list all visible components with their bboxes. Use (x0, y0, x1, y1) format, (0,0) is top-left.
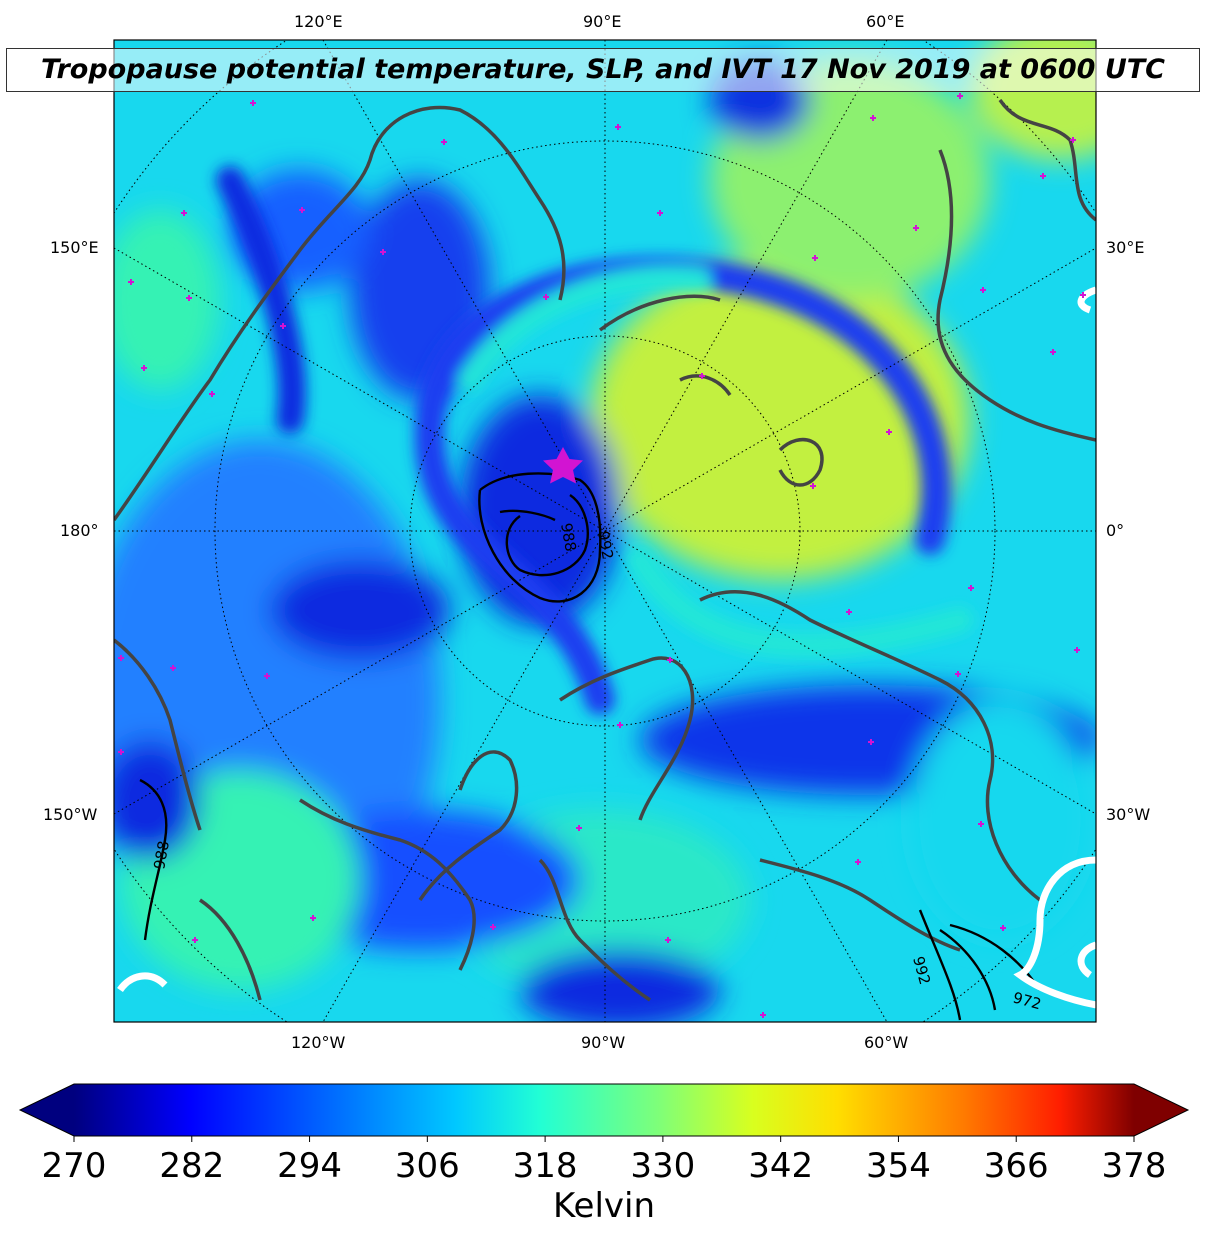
lon-label-left: 180° (60, 521, 99, 540)
lon-label-right: 0° (1106, 521, 1125, 540)
map-frame (113, 39, 1097, 1023)
colorbar-extend-high (1134, 1084, 1188, 1136)
lon-label-left: 150°W (43, 805, 98, 824)
colorbar-bar (74, 1084, 1134, 1136)
ivt-contours (117, 286, 1096, 1009)
graticule (114, 40, 1096, 1022)
lon-label-bottom: 120°W (291, 1033, 346, 1052)
lon-label-right: 30°E (1106, 238, 1145, 257)
colorbar-tick-label: 294 (277, 1146, 342, 1186)
colorbar-tick-label: 342 (748, 1146, 814, 1186)
colorbar-tickmarks (73, 1136, 1135, 1142)
colorbar-tick-label: 354 (865, 1146, 931, 1186)
colorbar (18, 1083, 1190, 1142)
colorbar-tick-label: 366 (983, 1146, 1049, 1186)
colorbar-extend-low (20, 1084, 74, 1136)
slp-label: 992 (594, 530, 617, 561)
colorbar-tick-label: 318 (512, 1146, 578, 1186)
slp-label: 988 (150, 839, 173, 870)
lon-label-bottom: 60°W (864, 1033, 909, 1052)
star-icon (543, 447, 583, 484)
slp-labels: 992 988 992 972 988 (150, 522, 1043, 1014)
coastlines (114, 98, 1096, 1002)
station-markers (118, 93, 1086, 1018)
lon-label-left: 150°E (50, 238, 99, 257)
map-title: Tropopause potential temperature, SLP, a… (6, 48, 1200, 92)
slp-contours (139, 472, 1041, 1021)
colorbar-tick-label: 270 (41, 1146, 107, 1186)
colorbar-tick-label: 330 (630, 1146, 696, 1186)
lon-label-bottom: 90°W (581, 1033, 626, 1052)
colorbar-label: Kelvin (552, 1186, 656, 1226)
slp-label: 988 (557, 522, 580, 553)
lon-label-top: 60°E (866, 12, 905, 31)
colorbar-tick-label: 282 (159, 1146, 225, 1186)
colorbar-tick-label: 378 (1101, 1146, 1167, 1186)
map-panel: 992 988 992 972 988 (114, 40, 1096, 1022)
colorbar-tick-label: 306 (394, 1146, 460, 1186)
lon-label-top: 120°E (294, 12, 343, 31)
lon-label-right: 30°W (1106, 805, 1151, 824)
lon-label-top: 90°E (583, 12, 622, 31)
